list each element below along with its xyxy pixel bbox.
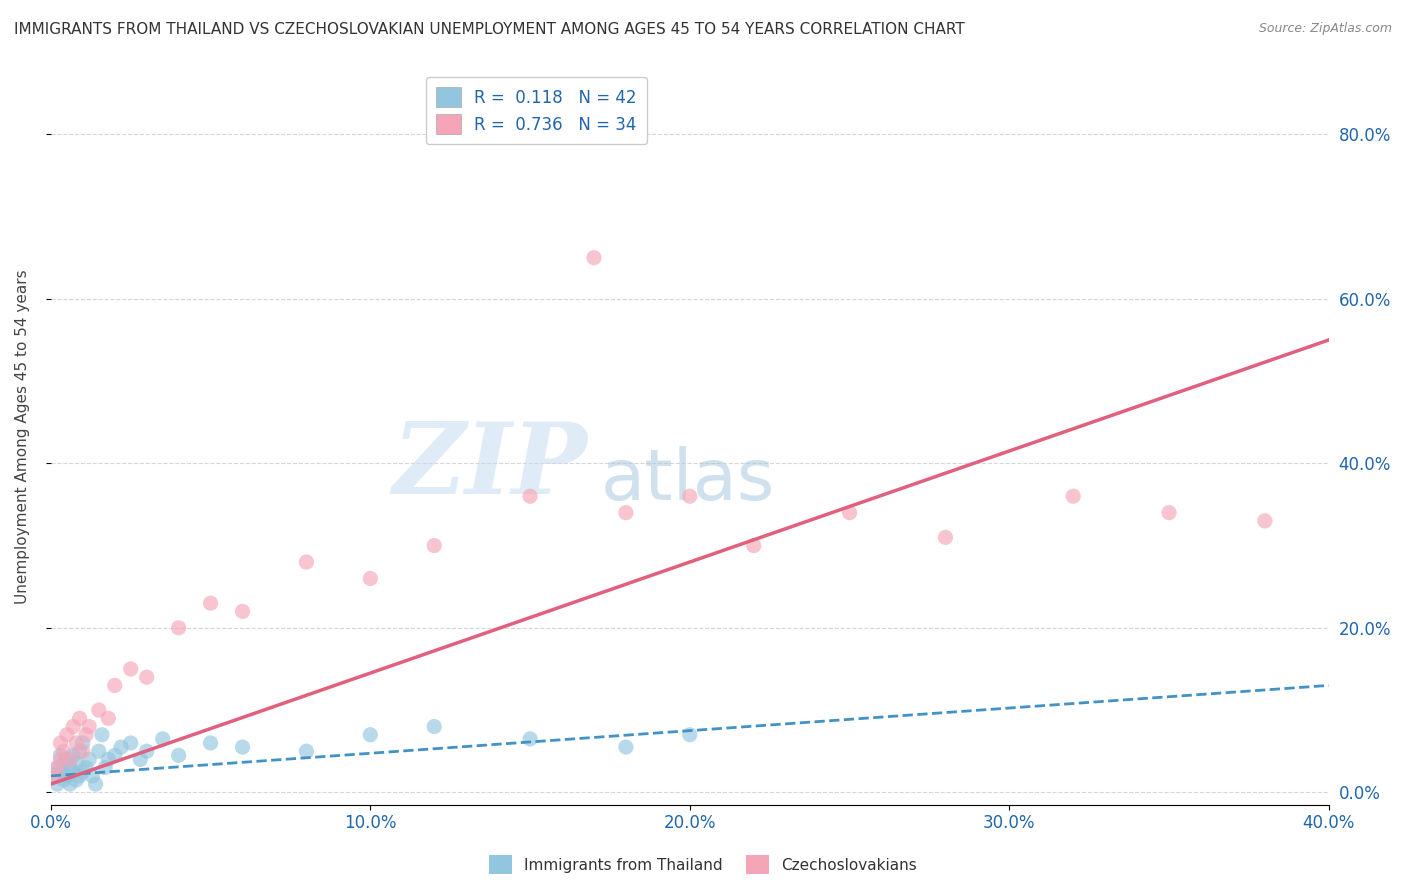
Point [97, 752, 120, 766]
Point [231, 604, 253, 618]
Point [582, 251, 605, 265]
Point [69, 744, 91, 758]
Point [110, 740, 132, 755]
Point [46, 761, 69, 775]
Point [49, 764, 72, 779]
Point [56, 752, 79, 766]
Point [77, 752, 100, 766]
Point [65, 756, 87, 771]
Point [52, 744, 75, 758]
Y-axis label: Unemployment Among Ages 45 to 54 years: Unemployment Among Ages 45 to 54 years [15, 269, 30, 604]
Point [167, 621, 190, 635]
Point [62, 720, 84, 734]
Point [359, 572, 381, 586]
Point [120, 662, 142, 676]
Point [72, 764, 94, 779]
Point [423, 539, 446, 553]
Point [72, 736, 94, 750]
Point [167, 748, 190, 763]
Text: IMMIGRANTS FROM THAILAND VS CZECHOSLOVAKIAN UNEMPLOYMENT AMONG AGES 45 TO 54 YEA: IMMIGRANTS FROM THAILAND VS CZECHOSLOVAK… [14, 22, 965, 37]
Point [56, 769, 79, 783]
Point [49, 748, 72, 763]
Point [56, 728, 79, 742]
Point [1157, 506, 1180, 520]
Point [679, 728, 702, 742]
Point [84, 777, 107, 791]
Point [69, 769, 91, 783]
Point [87, 703, 110, 717]
Point [72, 744, 94, 758]
Point [46, 777, 69, 791]
Point [65, 772, 87, 787]
Point [295, 744, 318, 758]
Point [934, 530, 956, 544]
Point [75, 728, 97, 742]
Point [104, 748, 127, 763]
Text: Source: ZipAtlas.com: Source: ZipAtlas.com [1258, 22, 1392, 36]
Point [104, 678, 127, 692]
Point [91, 728, 114, 742]
Point [120, 736, 142, 750]
Point [519, 489, 541, 503]
Point [59, 777, 82, 791]
Point [42, 769, 65, 783]
Point [1254, 514, 1277, 528]
Point [200, 596, 222, 610]
Legend: Immigrants from Thailand, Czechoslovakians: Immigrants from Thailand, Czechoslovakia… [484, 849, 922, 880]
Point [135, 744, 157, 758]
Point [679, 489, 702, 503]
Point [52, 772, 75, 787]
Point [75, 761, 97, 775]
Point [359, 728, 381, 742]
Point [135, 670, 157, 684]
Point [742, 539, 765, 553]
Point [49, 736, 72, 750]
Text: ZIP: ZIP [392, 417, 588, 515]
Text: atlas: atlas [600, 446, 775, 516]
Point [59, 761, 82, 775]
Point [65, 736, 87, 750]
Point [838, 506, 860, 520]
Point [295, 555, 318, 569]
Legend: R =  0.118   N = 42, R =  0.736   N = 34: R = 0.118 N = 42, R = 0.736 N = 34 [426, 77, 647, 145]
Point [52, 756, 75, 771]
Point [97, 711, 120, 725]
Point [519, 731, 541, 746]
Point [423, 720, 446, 734]
Point [200, 736, 222, 750]
Point [1062, 489, 1084, 503]
Point [614, 740, 637, 755]
Point [42, 769, 65, 783]
Point [94, 761, 117, 775]
Point [77, 720, 100, 734]
Point [59, 752, 82, 766]
Point [614, 506, 637, 520]
Point [82, 769, 104, 783]
Point [46, 761, 69, 775]
Point [62, 748, 84, 763]
Point [152, 731, 174, 746]
Point [231, 740, 253, 755]
Point [49, 752, 72, 766]
Point [69, 711, 91, 725]
Point [62, 764, 84, 779]
Point [87, 744, 110, 758]
Point [129, 752, 152, 766]
